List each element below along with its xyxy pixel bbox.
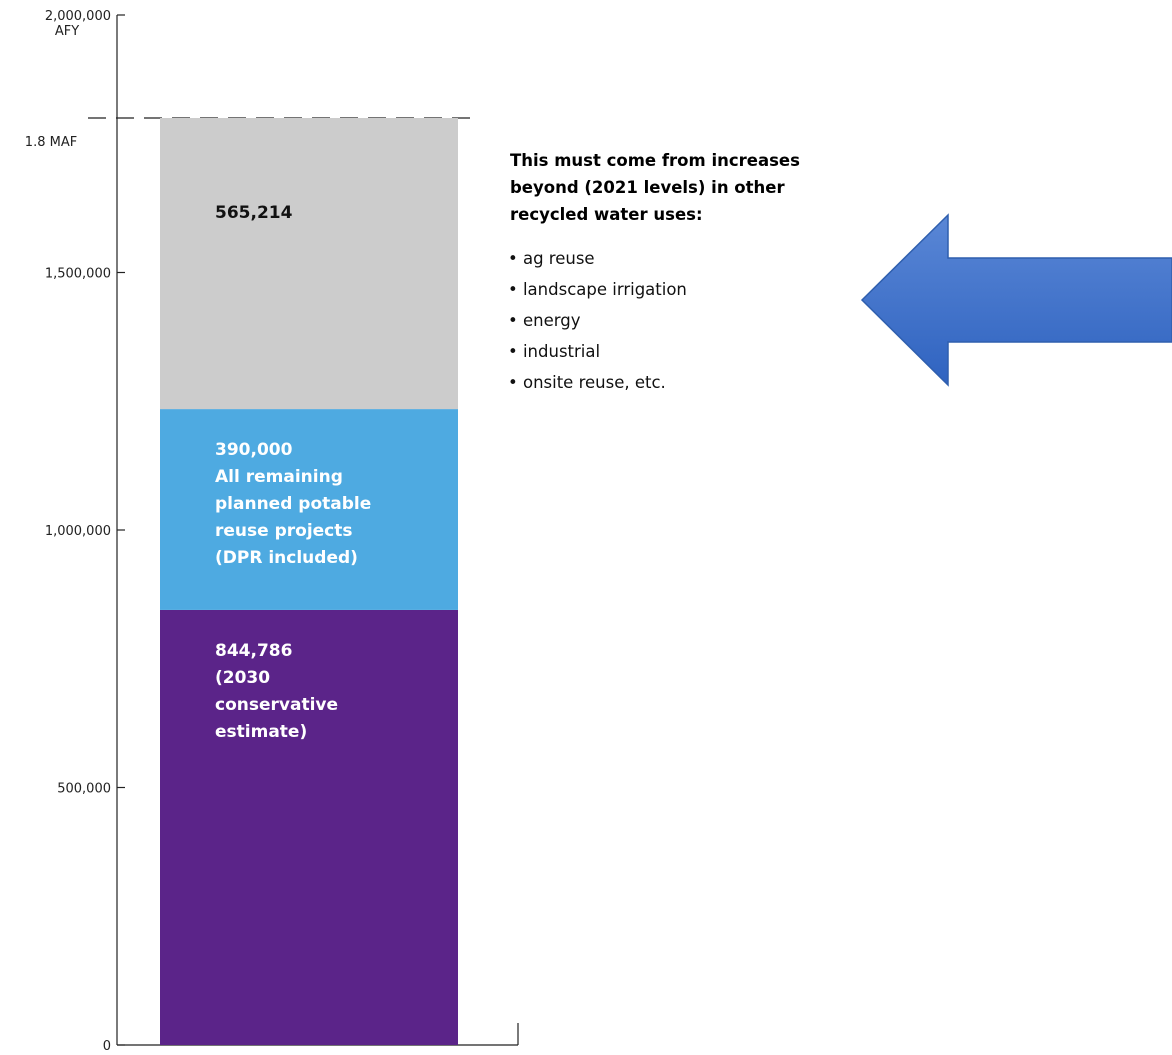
callout-list-item: • energy [508, 311, 581, 330]
callout-list-item: • industrial [508, 342, 600, 361]
callout-list-item: • landscape irrigation [508, 280, 687, 299]
y-tick-label: 1,500,000 [45, 267, 111, 282]
y-unit-label: AFY [55, 24, 79, 39]
bar-segment-label: 565,214 [215, 203, 293, 223]
bar-segment-label: 390,000 [215, 440, 293, 460]
callout-heading-line: recycled water uses: [510, 205, 703, 224]
y-tick-label: 2,000,000 [45, 9, 111, 24]
bar-segment-label: (DPR included) [215, 548, 358, 568]
bar-segment-label: (2030 [215, 668, 270, 688]
callout-list-item: • ag reuse [508, 249, 595, 268]
y-tick-label: 1,000,000 [45, 524, 111, 539]
callout-heading-line: This must come from increases [510, 151, 800, 170]
bar-segment-label: conservative [215, 695, 338, 715]
bar-segment-label: All remaining [215, 467, 343, 487]
bar-segment-1 [160, 409, 458, 610]
bar-segment-label: reuse projects [215, 521, 353, 541]
y-tick-label: 0 [103, 1039, 111, 1054]
target-line-label: 1.8 MAF [25, 135, 77, 150]
bar-segment-0 [160, 609, 458, 1045]
bar-segment-label: planned potable [215, 494, 371, 514]
callout-heading-line: beyond (2021 levels) in other [510, 178, 785, 197]
bar-segment-label: 844,786 [215, 641, 292, 661]
y-tick-label: 500,000 [57, 782, 111, 797]
left-arrow-icon [860, 213, 1172, 387]
bar-segment-label: estimate) [215, 722, 307, 742]
bar-segment-2 [160, 118, 458, 410]
callout-list-item: • onsite reuse, etc. [508, 373, 666, 392]
